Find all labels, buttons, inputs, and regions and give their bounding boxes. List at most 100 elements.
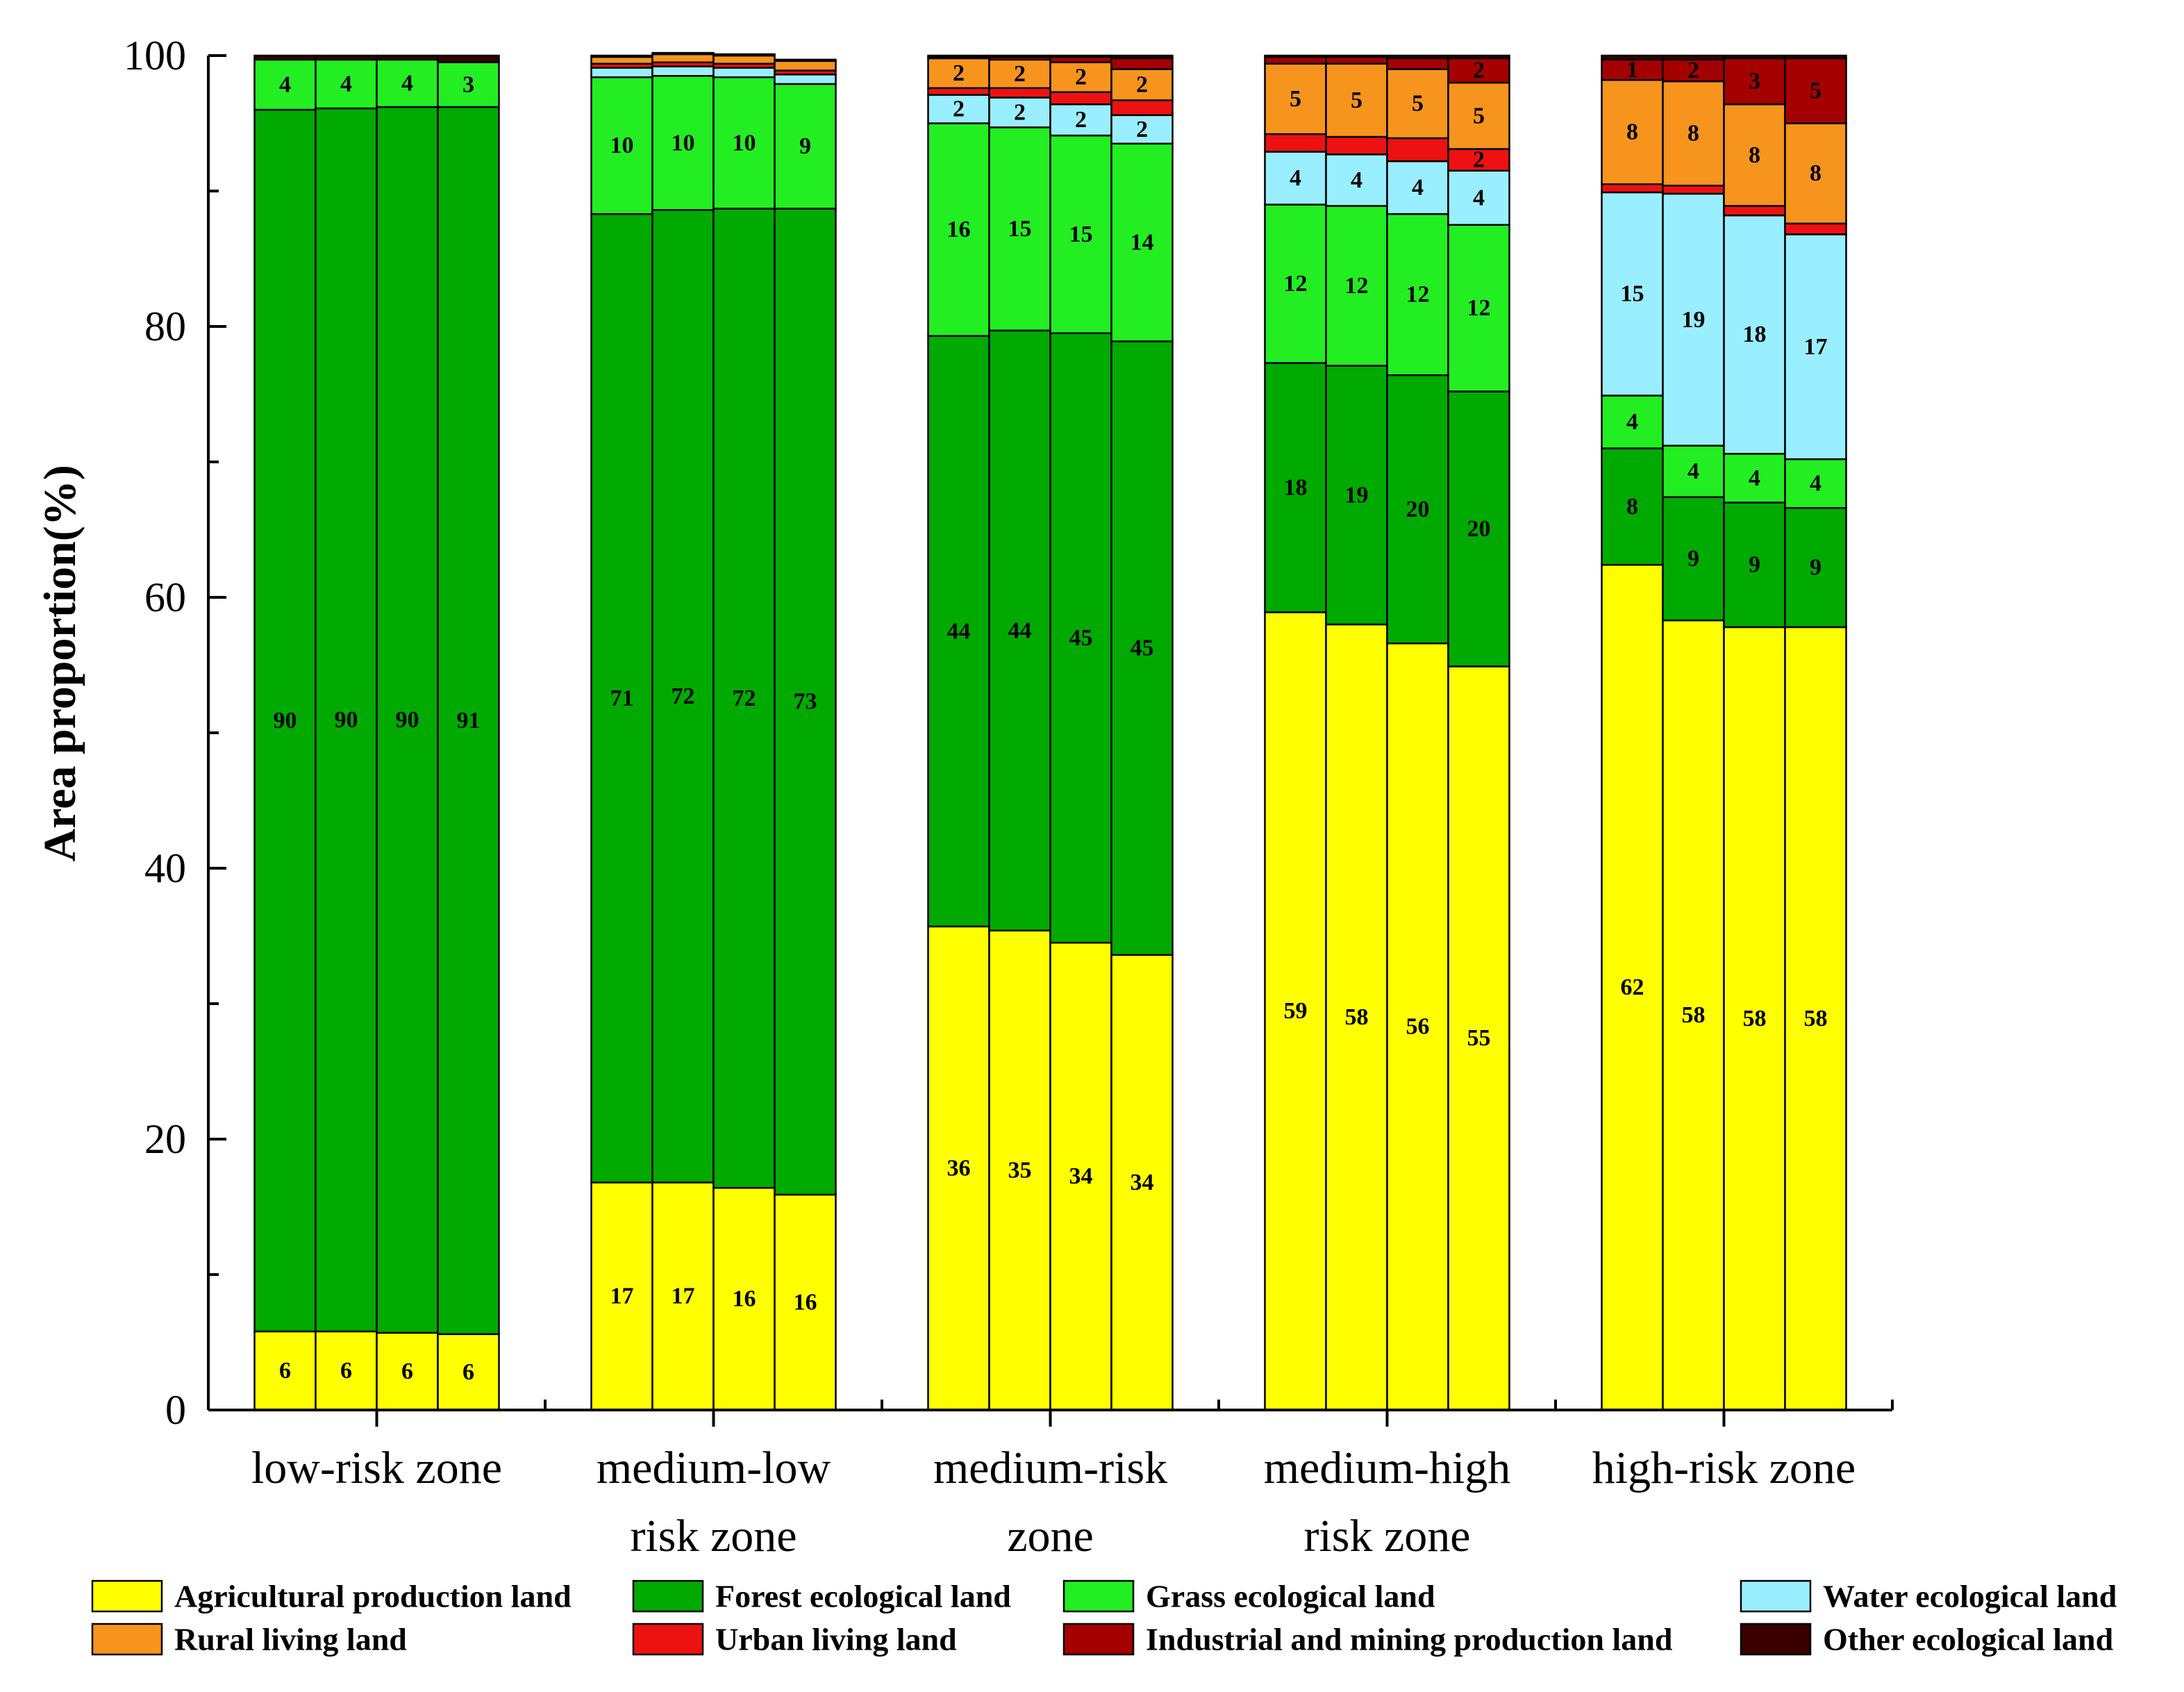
bar-labels-layer: 6904690469046913177110177210167210167393… xyxy=(274,57,1828,1385)
bar-segment-urban-living-land xyxy=(1784,222,1847,235)
bar-segment-agricultural-production-land xyxy=(712,1186,776,1411)
bar-segment-urban-living-land xyxy=(1662,184,1725,195)
legend-label: Agricultural production land xyxy=(174,1579,572,1614)
data-label: 5 xyxy=(1290,86,1301,112)
bar-segment-industrial-and-mining-production-land xyxy=(1325,56,1388,65)
bar-segment-rural-living-land xyxy=(651,53,715,64)
data-label: 6 xyxy=(462,1359,474,1385)
data-label: 72 xyxy=(733,686,756,711)
bar-segment-industrial-and-mining-production-land xyxy=(1386,57,1449,70)
bar-segment-forest-ecological-land xyxy=(1662,496,1725,622)
bar-segment-other-ecological-land xyxy=(1447,54,1510,60)
data-label: 35 xyxy=(1008,1157,1032,1183)
bar-segment-other-ecological-land xyxy=(315,54,378,61)
x-category-label-line: risk zone xyxy=(1303,1511,1470,1561)
data-label: 3 xyxy=(1749,69,1760,94)
data-label: 9 xyxy=(799,133,811,159)
bar-segment-industrial-and-mining-production-land xyxy=(1723,57,1786,106)
data-label: 5 xyxy=(1473,103,1485,128)
bar-segment-grass-ecological-land xyxy=(1110,142,1174,342)
data-label: 5 xyxy=(1412,91,1424,117)
data-label: 91 xyxy=(457,708,481,733)
y-axis-title: Area proportion(%) xyxy=(35,465,85,861)
bar-segment-rural-living-land xyxy=(1386,68,1449,140)
bar-segment-agricultural-production-land xyxy=(1325,623,1388,1411)
data-label: 16 xyxy=(947,217,971,242)
data-label: 10 xyxy=(610,133,634,158)
data-label: 8 xyxy=(1749,142,1760,168)
bar-segment-industrial-and-mining-production-land xyxy=(1784,57,1847,124)
data-label: 4 xyxy=(1473,185,1485,210)
bar-segment-forest-ecological-land xyxy=(1110,340,1174,956)
data-label: 8 xyxy=(1626,119,1638,145)
bar-segment-water-ecological-land xyxy=(590,67,653,78)
bar-segment-other-ecological-land xyxy=(1784,54,1847,60)
data-label: 18 xyxy=(1743,322,1767,347)
bar-segment-rural-living-land xyxy=(1784,122,1847,225)
legend-swatch xyxy=(1740,1623,1812,1656)
bar-segment-rural-living-land xyxy=(1447,81,1510,150)
bar-segment-forest-ecological-land xyxy=(1325,365,1388,626)
data-label: 9 xyxy=(1810,555,1822,581)
data-label: 2 xyxy=(1075,65,1087,90)
y-tick-label: 80 xyxy=(144,304,186,349)
bar-segment-urban-living-land xyxy=(1723,205,1786,217)
bar-segment-urban-living-land xyxy=(1447,148,1510,172)
bar-segment-other-ecological-land xyxy=(927,54,990,58)
data-label: 5 xyxy=(1351,88,1362,113)
bar-segment-water-ecological-land xyxy=(1662,192,1725,447)
data-label: 90 xyxy=(396,707,419,733)
data-label: 20 xyxy=(1406,497,1430,522)
legend-label: Other ecological land xyxy=(1823,1622,2114,1657)
bar-segment-grass-ecological-land xyxy=(1386,213,1449,376)
legend: Agricultural production land Forest ecolo… xyxy=(91,1579,2117,1657)
data-label: 4 xyxy=(279,72,291,97)
x-category-label-line: zone xyxy=(1007,1511,1094,1561)
data-label: 34 xyxy=(1131,1170,1154,1195)
bar-segment-grass-ecological-land xyxy=(376,58,439,108)
legend-item-rural-living-land: Rural living land xyxy=(91,1622,407,1657)
bar-segment-agricultural-production-land xyxy=(774,1193,837,1411)
bar-segment-other-ecological-land xyxy=(651,51,715,56)
data-label: 4 xyxy=(401,70,413,96)
legend-item-water-ecological-land: Water ecological land xyxy=(1740,1579,2117,1614)
legend-label: Forest ecological land xyxy=(715,1579,1011,1614)
data-label: 16 xyxy=(794,1289,817,1315)
bar-segment-grass-ecological-land xyxy=(315,58,378,110)
bar-segment-urban-living-land xyxy=(1110,99,1174,117)
bar-segment-water-ecological-land xyxy=(927,94,990,124)
data-label: 2 xyxy=(1075,107,1087,133)
data-label: 10 xyxy=(672,130,695,156)
bar-segment-other-ecological-land xyxy=(1386,54,1449,60)
data-label: 90 xyxy=(274,708,297,733)
bar-segment-other-ecological-land xyxy=(1049,54,1112,58)
bar-segment-water-ecological-land xyxy=(1386,160,1449,215)
data-label: 59 xyxy=(1284,998,1308,1024)
bar-segment-forest-ecological-land xyxy=(315,107,378,1333)
bar-segment-forest-ecological-land xyxy=(1264,362,1327,613)
bar-segment-urban-living-land xyxy=(1264,133,1327,153)
bar-segment-urban-living-land xyxy=(1386,137,1449,163)
data-label: 18 xyxy=(1284,475,1308,501)
data-label: 44 xyxy=(1008,617,1032,643)
data-label: 55 xyxy=(1467,1025,1491,1051)
data-label: 8 xyxy=(1687,121,1699,147)
bar-segment-forest-ecological-land xyxy=(1723,501,1786,629)
bar-segment-water-ecological-land xyxy=(1784,233,1847,461)
y-tick-label: 20 xyxy=(144,1116,186,1162)
data-label: 2 xyxy=(1014,61,1026,87)
legend-label: Urban living land xyxy=(715,1622,957,1657)
bar-segment-other-ecological-land xyxy=(712,53,776,57)
bar-segment-forest-ecological-land xyxy=(1447,390,1510,667)
data-label: 2 xyxy=(1014,99,1026,125)
legend-item-other-ecological-land: Other ecological land xyxy=(1740,1622,2114,1657)
bar-segment-rural-living-land xyxy=(1049,61,1112,93)
data-label: 58 xyxy=(1682,1002,1706,1028)
data-label: 19 xyxy=(1682,307,1706,333)
x-category-label: high-risk zone xyxy=(1592,1443,1856,1493)
x-category-label-line: medium-high xyxy=(1264,1443,1511,1493)
y-tick-label: 0 xyxy=(165,1387,186,1433)
bar-segment-other-ecological-land xyxy=(1723,54,1786,60)
data-label: 2 xyxy=(953,60,965,86)
